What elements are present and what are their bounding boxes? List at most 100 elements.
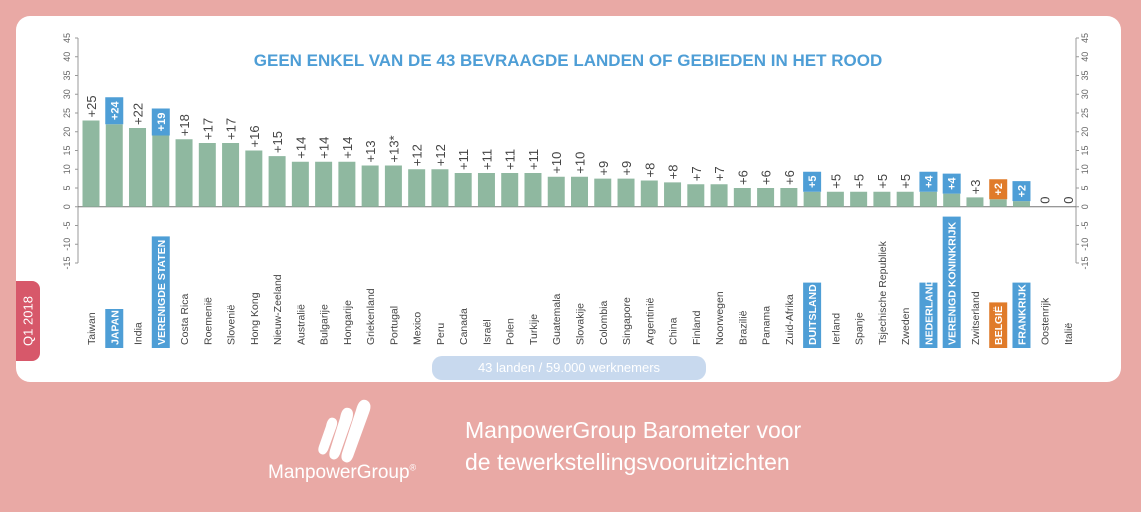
bar <box>943 193 961 207</box>
value-label: +4 <box>923 175 935 188</box>
y-tick-label-right: -10 <box>1080 238 1090 251</box>
bar <box>664 182 682 207</box>
category-label: Zuid-Afrika <box>784 294 796 345</box>
bar <box>733 188 751 207</box>
value-label: +11 <box>526 149 541 170</box>
bar <box>780 188 798 207</box>
bar <box>873 191 891 207</box>
category-label: Mexico <box>412 312 424 345</box>
barometer-tagline: ManpowerGroup Barometer voor de tewerkst… <box>465 414 801 478</box>
value-label: +16 <box>247 125 262 147</box>
bar <box>82 120 100 207</box>
manpowergroup-logo-icon <box>318 399 371 463</box>
value-label-box <box>151 108 170 136</box>
category-label: Singapore <box>621 297 633 345</box>
bar <box>198 143 216 207</box>
value-label: 0 <box>1038 197 1053 204</box>
value-label: +8 <box>642 163 657 178</box>
value-label-box <box>803 171 822 192</box>
value-label: +9 <box>596 161 611 176</box>
bar-chart: GEEN ENKEL VAN DE 43 BEVRAAGDE LANDEN OF… <box>62 33 1090 348</box>
quarter-label: Q1 2018 <box>20 296 36 346</box>
category-label: BELGIË <box>992 306 1005 345</box>
value-label: +5 <box>852 174 867 189</box>
value-label: +12 <box>410 144 425 166</box>
y-tick-label-left: 20 <box>62 127 72 137</box>
value-label: +14 <box>317 137 332 159</box>
category-label: Slovakije <box>575 303 587 345</box>
value-label: +15 <box>270 131 285 153</box>
value-label: +6 <box>759 170 774 185</box>
value-label: +9 <box>619 161 634 176</box>
value-label: +12 <box>433 144 448 166</box>
y-tick-label-right: 40 <box>1080 52 1090 62</box>
value-label: +3 <box>968 180 983 195</box>
bar <box>850 191 868 207</box>
value-label-box <box>989 179 1008 200</box>
bar <box>966 197 984 207</box>
category-label: Zwitserland <box>970 291 982 345</box>
y-tick-label-right: 45 <box>1080 33 1090 43</box>
y-tick-label-right: 25 <box>1080 108 1090 118</box>
value-label: +5 <box>898 174 913 189</box>
value-label: +14 <box>293 137 308 159</box>
category-label: Brazilië <box>737 310 749 345</box>
category-label: Israël <box>481 319 493 345</box>
bar <box>710 184 728 207</box>
y-tick-label-right: -5 <box>1080 221 1090 229</box>
category-label: VERENIGDE STATEN <box>156 240 168 345</box>
bar <box>757 188 775 207</box>
category-label: Hongarije <box>342 300 354 345</box>
bar <box>919 191 937 207</box>
value-label: +2 <box>1016 185 1028 198</box>
bar <box>1012 201 1030 207</box>
value-label: +19 <box>156 113 168 132</box>
value-label: +10 <box>549 152 564 174</box>
y-tick-label-right: 20 <box>1080 127 1090 137</box>
bar <box>268 156 286 207</box>
value-label: +10 <box>573 152 588 174</box>
value-label: +5 <box>875 174 890 189</box>
quarter-tab: Q1 2018 <box>16 281 40 361</box>
bar <box>803 191 821 207</box>
value-label: +17 <box>224 118 239 140</box>
y-tick-label-left: 15 <box>62 145 72 155</box>
category-label: FRANKRIJK <box>1016 284 1028 345</box>
category-label: Oostenrijk <box>1040 297 1052 345</box>
bar <box>222 143 240 207</box>
category-label: Australië <box>295 304 307 345</box>
category-label: Zweden <box>900 307 912 345</box>
bar <box>175 139 193 207</box>
category-label: Finland <box>691 310 703 345</box>
category-label: Costa Rica <box>179 293 191 345</box>
value-label: +6 <box>782 170 797 185</box>
value-label: +11 <box>479 149 494 170</box>
value-label: +8 <box>666 165 681 180</box>
category-label: Italië <box>1063 323 1075 345</box>
bar <box>547 176 565 207</box>
bar <box>291 161 309 207</box>
bar <box>384 165 402 207</box>
category-label: Taiwan <box>86 312 98 345</box>
value-label-box <box>105 97 124 125</box>
category-label: Argentinië <box>644 298 656 345</box>
bar <box>454 173 472 207</box>
y-tick-label-right: 15 <box>1080 145 1090 155</box>
bar <box>361 165 379 207</box>
category-label: Bulgarije <box>319 304 331 345</box>
chart-title: GEEN ENKEL VAN DE 43 BEVRAAGDE LANDEN OF… <box>254 51 882 70</box>
y-tick-label-right: 0 <box>1080 204 1090 209</box>
value-label: +18 <box>177 114 192 136</box>
bar <box>501 173 519 207</box>
y-tick-label-right: 30 <box>1080 89 1090 99</box>
value-label: +2 <box>993 183 1005 196</box>
category-label: Canada <box>458 308 470 345</box>
value-label: 0 <box>1061 197 1076 204</box>
y-tick-label-left: 10 <box>62 164 72 174</box>
tagline-line-1: ManpowerGroup Barometer voor <box>465 417 802 443</box>
y-tick-label-right: 35 <box>1080 70 1090 80</box>
bar <box>105 124 123 207</box>
category-label: VERENIGD KONINKRIJK <box>947 221 959 345</box>
bar <box>826 191 844 207</box>
bar <box>477 173 495 207</box>
